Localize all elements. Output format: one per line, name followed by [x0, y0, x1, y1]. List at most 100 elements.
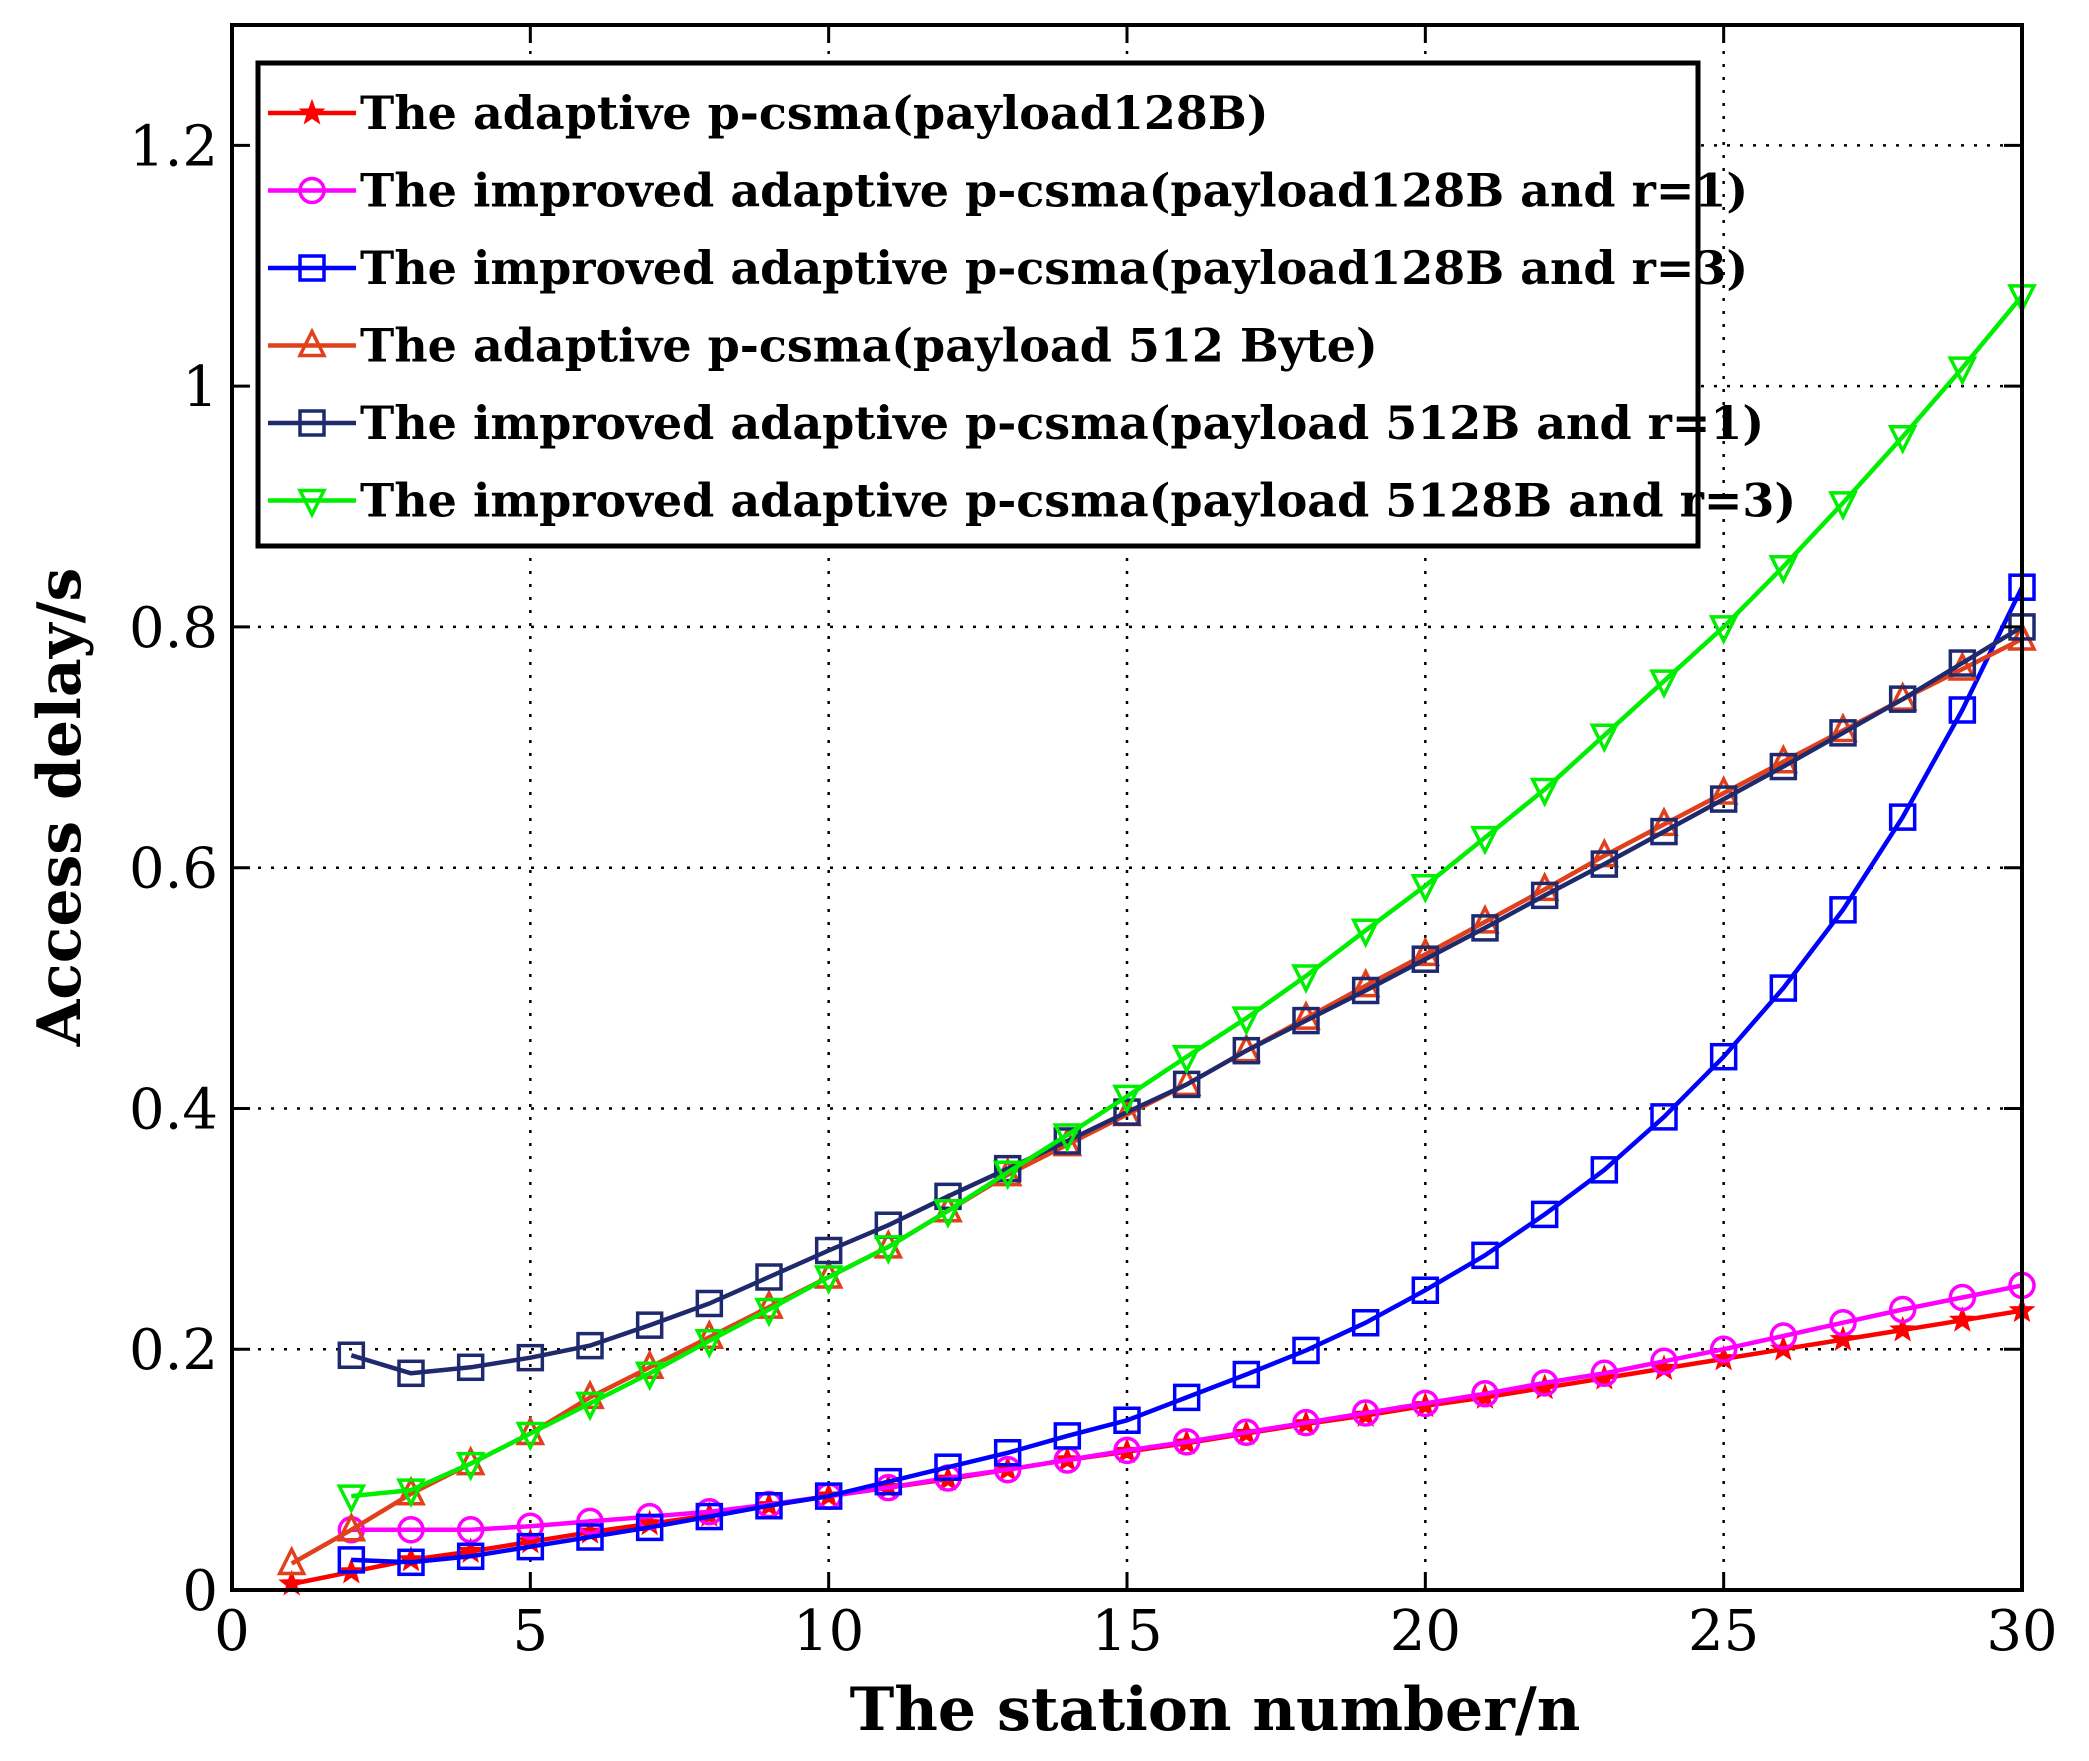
data-point: [516, 1343, 545, 1372]
legend-marker: [298, 98, 326, 125]
data-point: [1171, 1044, 1202, 1075]
series-5: [337, 613, 2036, 1388]
data-point: [1888, 685, 1917, 713]
data-point: [635, 1513, 664, 1542]
data-point: [1471, 914, 1499, 942]
y-tick-label: 1.2: [129, 114, 218, 179]
data-point: [1529, 871, 1560, 902]
legend-label: The improved adaptive p-csma(payload128B…: [360, 241, 1748, 295]
x-tick-label: 15: [1091, 1599, 1162, 1664]
data-point: [1709, 785, 1738, 813]
legend-item: The improved adaptive p-csma(payload 512…: [268, 474, 1796, 528]
data-point: [1650, 817, 1678, 846]
data-point: [1350, 967, 1381, 998]
data-point: [934, 1453, 962, 1481]
legend-marker: [298, 176, 326, 205]
data-point: [1888, 803, 1917, 831]
data-point: [1828, 491, 1858, 521]
ticks: 0 5 10 15 20 25 30 0 0.2 0.4 0.6 0.8 1 1.2: [129, 25, 2058, 1664]
data-point: [933, 1199, 963, 1229]
series-6: [336, 284, 2037, 1515]
data-point: [1769, 752, 1798, 781]
data-point: [1113, 1406, 1141, 1435]
data-point: [397, 1516, 425, 1544]
data-point: [1052, 1123, 1083, 1153]
x-tick-label: 5: [513, 1599, 549, 1664]
data-point: [575, 1379, 605, 1410]
data-point: [1709, 1042, 1738, 1071]
data-point: [754, 1297, 784, 1328]
data-point: [576, 1523, 604, 1551]
data-point: [993, 1455, 1022, 1484]
legend-item: The improved adaptive p-csma(payload 512…: [268, 396, 1764, 450]
data-point: [397, 1545, 425, 1572]
data-point: [874, 1467, 903, 1496]
data-point: [755, 1491, 783, 1520]
series-3: [337, 573, 2036, 1577]
legend-label: The adaptive p-csma(payload128B): [360, 86, 1269, 140]
data-point: [1888, 1295, 1917, 1324]
legend-item: The adaptive p-csma(payload128B): [268, 86, 1269, 140]
data-point: [1471, 1241, 1499, 1270]
data-point: [1650, 1103, 1678, 1131]
data-point: [337, 1546, 366, 1574]
data-point: [1590, 1359, 1619, 1388]
data-point: [1768, 743, 1799, 774]
data-point: [993, 1439, 1022, 1467]
legend-marker: [297, 488, 327, 519]
data-point: [1530, 1200, 1559, 1229]
data-point: [1948, 696, 1977, 724]
data-point: [1471, 1380, 1499, 1408]
y-tick-label: 0.2: [129, 1318, 218, 1383]
data-point: [814, 1482, 843, 1510]
legend-label: The improved adaptive p-csma(payload128B…: [360, 164, 1748, 218]
legend-label: The improved adaptive p-csma(payload 512…: [360, 396, 1764, 450]
data-point: [1708, 775, 1739, 805]
data-point: [1649, 806, 1679, 837]
data-point: [1829, 719, 1857, 747]
data-point: [1530, 881, 1559, 910]
data-point: [336, 1511, 367, 1542]
data-point: [1292, 1408, 1320, 1437]
data-point: [993, 1154, 1022, 1183]
data-point: [1291, 964, 1321, 994]
data-point: [1292, 1336, 1320, 1365]
data-point: [1887, 424, 1918, 455]
data-point: [1709, 1335, 1738, 1363]
y-tick-label: 0.8: [129, 596, 218, 661]
legend-item: The adaptive p-csma(payload 512 Byte): [268, 319, 1378, 373]
data-point: [1769, 1322, 1798, 1350]
data-point: [1411, 1389, 1440, 1418]
data-point: [455, 1451, 486, 1482]
data-point: [1829, 896, 1857, 924]
data-point: [1172, 1428, 1201, 1456]
data-point: [695, 1289, 724, 1318]
data-point: [1113, 1098, 1141, 1126]
data-point: [575, 1391, 605, 1422]
data-point: [1889, 1315, 1917, 1342]
data-point: [1470, 903, 1500, 934]
y-tick-label: 0.6: [129, 837, 218, 902]
series-line: [351, 586, 2025, 1565]
x-axis-title: The station number/n: [850, 1675, 1581, 1745]
data-point: [1948, 649, 1977, 677]
x-tick-label: 0: [214, 1599, 250, 1664]
data-point: [1351, 1399, 1380, 1427]
legend-item: The improved adaptive p-csma(payload128B…: [268, 164, 1748, 218]
data-point: [1708, 615, 1739, 645]
x-tick-label: 10: [793, 1599, 864, 1664]
data-point: [873, 1235, 904, 1265]
y-tick-label: 0: [182, 1559, 218, 1624]
data-point: [635, 1311, 664, 1339]
data-point: [1172, 1383, 1201, 1412]
data-point: [397, 1548, 425, 1577]
data-point: [1470, 825, 1500, 856]
data-point: [456, 1542, 485, 1571]
data-point: [755, 1263, 783, 1291]
data-point: [695, 1502, 724, 1531]
x-tick-label: 30: [1986, 1599, 2057, 1664]
data-point: [1947, 356, 1978, 387]
data-point: [516, 1532, 545, 1561]
data-point: [694, 1329, 725, 1359]
